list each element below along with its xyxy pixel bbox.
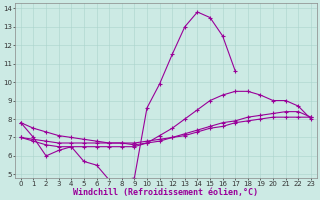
X-axis label: Windchill (Refroidissement éolien,°C): Windchill (Refroidissement éolien,°C) [73, 188, 258, 197]
